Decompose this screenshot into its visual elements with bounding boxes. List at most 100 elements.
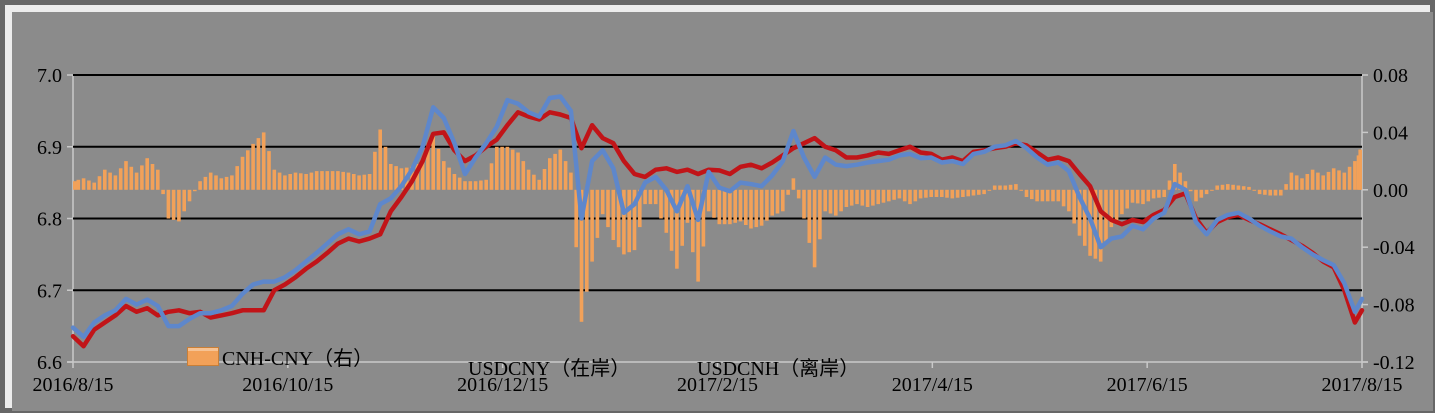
spread-bar — [198, 181, 202, 190]
spread-bar — [775, 189, 780, 214]
x-axis-tick-label: 2017/8/15 — [1321, 374, 1402, 396]
x-axis-tick-label: 2017/6/15 — [1107, 374, 1188, 396]
spread-bar — [1353, 161, 1357, 190]
spread-bar — [765, 189, 769, 221]
spread-bar — [579, 189, 584, 322]
spread-bar — [781, 189, 785, 212]
spread-bar — [950, 189, 955, 199]
spread-bar — [643, 189, 647, 205]
spread-bar — [383, 146, 388, 190]
axes — [67, 74, 1368, 368]
spread-bar — [352, 174, 356, 190]
spread-bar — [1257, 189, 1262, 195]
spread-bar — [1109, 189, 1114, 228]
spread-bar — [1321, 175, 1325, 190]
spread-bar — [357, 175, 361, 190]
spread-bar — [574, 189, 578, 248]
spread-bar — [1284, 184, 1288, 190]
spread-bar — [420, 161, 425, 190]
spread-bar — [288, 174, 292, 190]
spread-bar — [945, 189, 949, 198]
spread-bar — [489, 163, 494, 190]
spread-bar — [865, 189, 870, 207]
spread-bar — [1331, 168, 1336, 190]
spread-bar — [526, 169, 531, 190]
spread-bar — [1268, 189, 1272, 196]
spread-bar — [251, 143, 255, 190]
spread-bar — [1141, 189, 1145, 205]
spread-bar — [1003, 185, 1008, 190]
spread-bar — [394, 166, 398, 190]
spread-bar — [961, 189, 965, 197]
spread-bar — [129, 166, 134, 190]
spread-bar — [150, 164, 155, 190]
spread-bar — [611, 189, 616, 240]
chart-inner-highlight: 7.0 6.9 6.8 6.7 6.6 0.08 0.04 0.00 -0.04 -0.08 -0.… — [5, 5, 1433, 411]
spread-bar — [887, 189, 891, 202]
spread-bar — [1300, 178, 1304, 190]
spread-bar — [902, 189, 907, 202]
spread-bar — [214, 175, 218, 190]
chart-area: 7.0 6.9 6.8 6.7 6.6 0.08 0.04 0.00 -0.04 -0.08 -0.… — [12, 12, 1433, 411]
spread-bar — [1157, 189, 1161, 198]
spread-bar — [1210, 189, 1214, 191]
spread-bar — [955, 189, 960, 198]
spread-bar — [73, 181, 77, 190]
spread-bar — [1199, 189, 1204, 198]
spread-bar — [1231, 184, 1235, 190]
spread-bar — [118, 168, 123, 190]
spread-bar — [1337, 170, 1341, 190]
spread-bar — [171, 189, 176, 220]
spread-bar — [457, 177, 462, 190]
spread-bar — [473, 181, 478, 190]
x-axis-tick-label: 2017/2/15 — [677, 374, 758, 396]
spread-bar — [913, 189, 918, 202]
spread-bar — [1263, 189, 1267, 195]
spread-bar — [971, 189, 976, 196]
spread-bar — [267, 151, 271, 190]
right-axis-tick-label: -0.04 — [1373, 237, 1415, 259]
axis-labels: 7.0 6.9 6.8 6.7 6.6 0.08 0.04 0.00 -0.04 -0.08 -0.… — [32, 65, 1414, 396]
spread-bar — [1051, 189, 1055, 202]
right-axis-tick-label: 0.04 — [1373, 122, 1408, 144]
spread-bar — [691, 189, 695, 253]
spread-bar — [966, 189, 970, 197]
spread-bar — [839, 189, 843, 212]
spread-bar — [431, 136, 435, 190]
spread-bar — [1067, 189, 1071, 212]
spread-bar — [563, 161, 568, 190]
legend-item-cnh-cny-spread: CNH-CNY（右） — [187, 342, 373, 371]
spread-bar — [468, 181, 473, 190]
legend-item-usdcny: USDCNY（在岸） — [468, 352, 630, 381]
spread-bar — [314, 171, 319, 190]
spread-bar — [346, 172, 351, 190]
spread-bar — [1035, 189, 1039, 202]
spread-bar — [675, 189, 679, 269]
spread-bar — [924, 189, 928, 198]
spread-bar — [484, 179, 488, 190]
spread-bar — [1019, 189, 1023, 191]
spread-bar — [929, 189, 933, 197]
spread-bar — [272, 169, 277, 190]
spread-bar — [1146, 189, 1151, 202]
spread-bar — [685, 189, 690, 223]
spread-bar — [569, 172, 573, 190]
spread-bar — [855, 189, 859, 205]
spread-bar — [1294, 175, 1299, 190]
spread-bar — [1024, 189, 1029, 197]
spread-bar — [145, 158, 149, 190]
spread-bar — [1045, 189, 1050, 202]
spread-bar — [1252, 189, 1257, 191]
spread-bar — [1173, 164, 1177, 190]
spread-bar — [1077, 189, 1082, 236]
spread-bar — [616, 189, 621, 248]
spread-bar — [754, 189, 759, 228]
spread-bar — [1030, 189, 1034, 200]
spread-bar — [918, 189, 923, 199]
spread-bar — [696, 189, 700, 282]
spread-bar — [452, 174, 457, 190]
spread-bar — [818, 189, 822, 240]
spread-bar — [1358, 149, 1362, 190]
left-axis-tick-label: 7.0 — [37, 65, 62, 87]
